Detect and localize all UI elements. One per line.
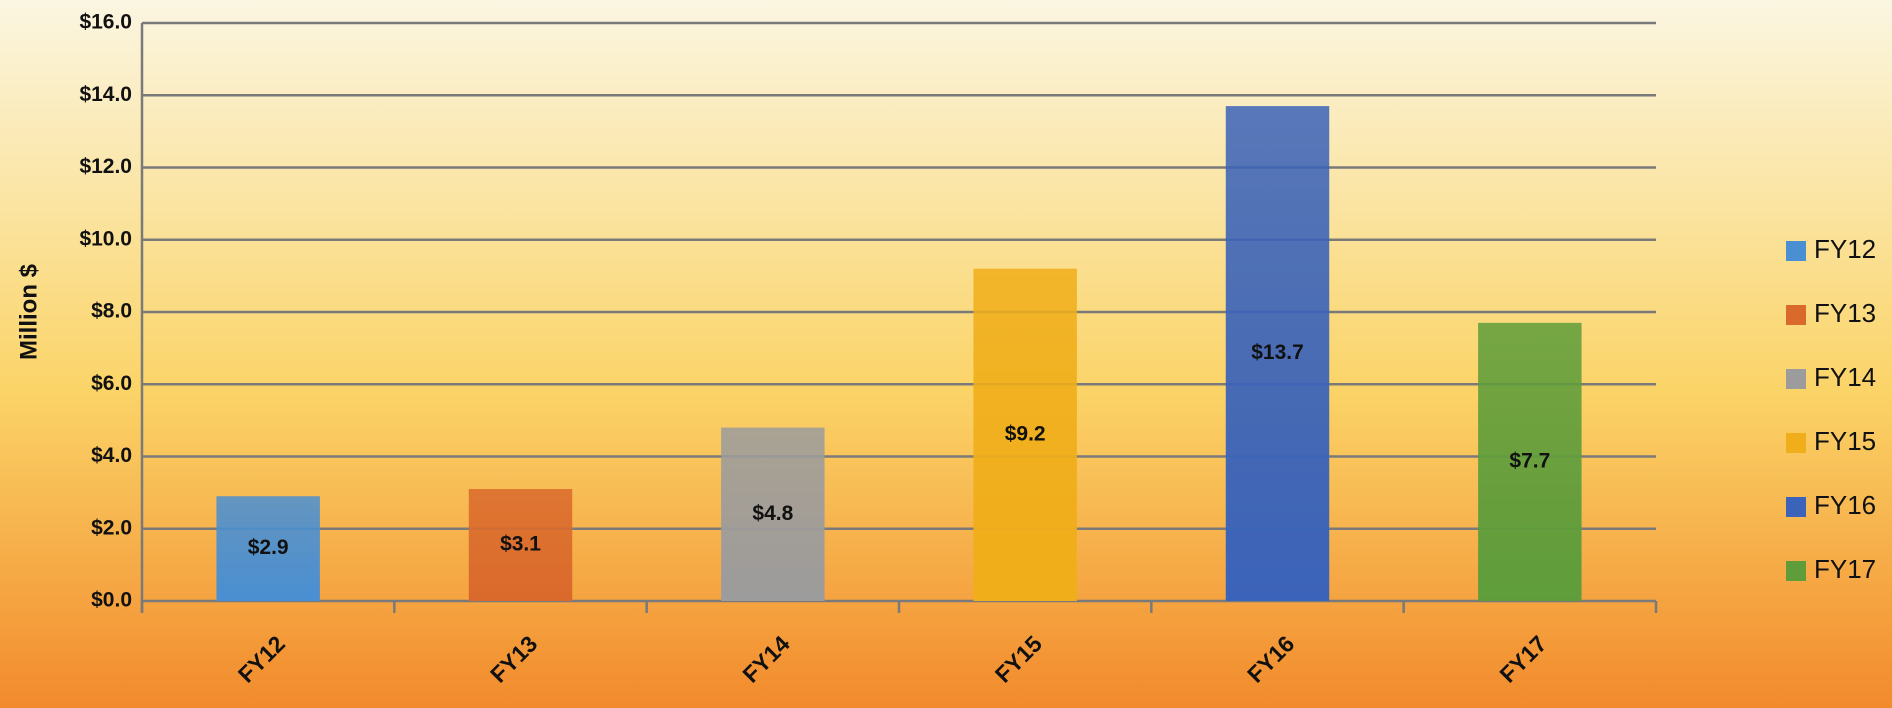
y-tick-label: $6.0 (91, 372, 132, 395)
legend-swatch (1786, 433, 1806, 453)
bar (1225, 106, 1330, 602)
bar (721, 427, 825, 601)
bar (216, 496, 320, 601)
legend-label: FY14 (1814, 362, 1876, 392)
y-tick-label: $14.0 (79, 83, 132, 106)
value-label: $9.2 (1005, 422, 1046, 445)
legend-swatch (1786, 561, 1806, 581)
y-tick-label: $8.0 (91, 300, 132, 323)
legend-label: FY15 (1814, 426, 1876, 456)
bar (1478, 322, 1582, 601)
value-label: $3.1 (500, 533, 541, 556)
value-label: $7.7 (1509, 449, 1550, 472)
y-tick-label: $10.0 (79, 227, 132, 250)
value-label: $4.8 (752, 502, 793, 525)
legend-swatch (1786, 305, 1806, 325)
y-tick-label: $12.0 (79, 155, 132, 178)
y-tick-label: $4.0 (91, 444, 132, 467)
y-tick-label: $2.0 (91, 516, 132, 539)
legend-swatch (1786, 369, 1806, 389)
bar (468, 489, 573, 601)
bar (973, 268, 1077, 601)
legend-label: FY17 (1814, 554, 1876, 584)
legend-swatch (1786, 497, 1806, 517)
y-tick-label: $16.0 (79, 11, 132, 34)
value-label: $2.9 (248, 536, 289, 559)
legend-label: FY16 (1814, 490, 1876, 520)
legend-label: FY12 (1814, 234, 1876, 264)
legend-swatch (1786, 241, 1806, 261)
legend-label: FY13 (1814, 298, 1876, 328)
y-tick-label: $0.0 (91, 589, 132, 612)
value-label: $13.7 (1251, 341, 1304, 364)
y-axis-label: Million $ (15, 263, 42, 360)
